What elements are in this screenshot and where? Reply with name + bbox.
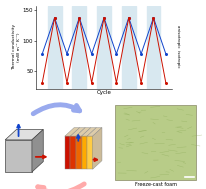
Bar	[97, 6, 111, 89]
Polygon shape	[76, 128, 91, 136]
Polygon shape	[76, 136, 82, 169]
Polygon shape	[65, 128, 80, 136]
Bar	[48, 6, 62, 89]
Polygon shape	[93, 128, 102, 169]
Polygon shape	[32, 129, 43, 172]
Polygon shape	[70, 136, 76, 169]
X-axis label: Cycle: Cycle	[97, 90, 111, 94]
Y-axis label: Thermal conductivity
(mW m⁻¹ K⁻¹): Thermal conductivity (mW m⁻¹ K⁻¹)	[12, 24, 21, 70]
Text: anisotropic  isotropic: anisotropic isotropic	[176, 25, 180, 68]
Text: Freeze-cast foam: Freeze-cast foam	[135, 183, 177, 187]
Bar	[115, 105, 196, 180]
Polygon shape	[70, 128, 85, 136]
Polygon shape	[82, 136, 87, 169]
Polygon shape	[65, 136, 70, 169]
Polygon shape	[82, 128, 96, 136]
Polygon shape	[87, 128, 102, 136]
Bar	[72, 6, 86, 89]
Polygon shape	[87, 136, 93, 169]
Bar	[122, 6, 136, 89]
Bar	[146, 6, 160, 89]
Polygon shape	[5, 129, 43, 140]
Polygon shape	[5, 140, 32, 172]
